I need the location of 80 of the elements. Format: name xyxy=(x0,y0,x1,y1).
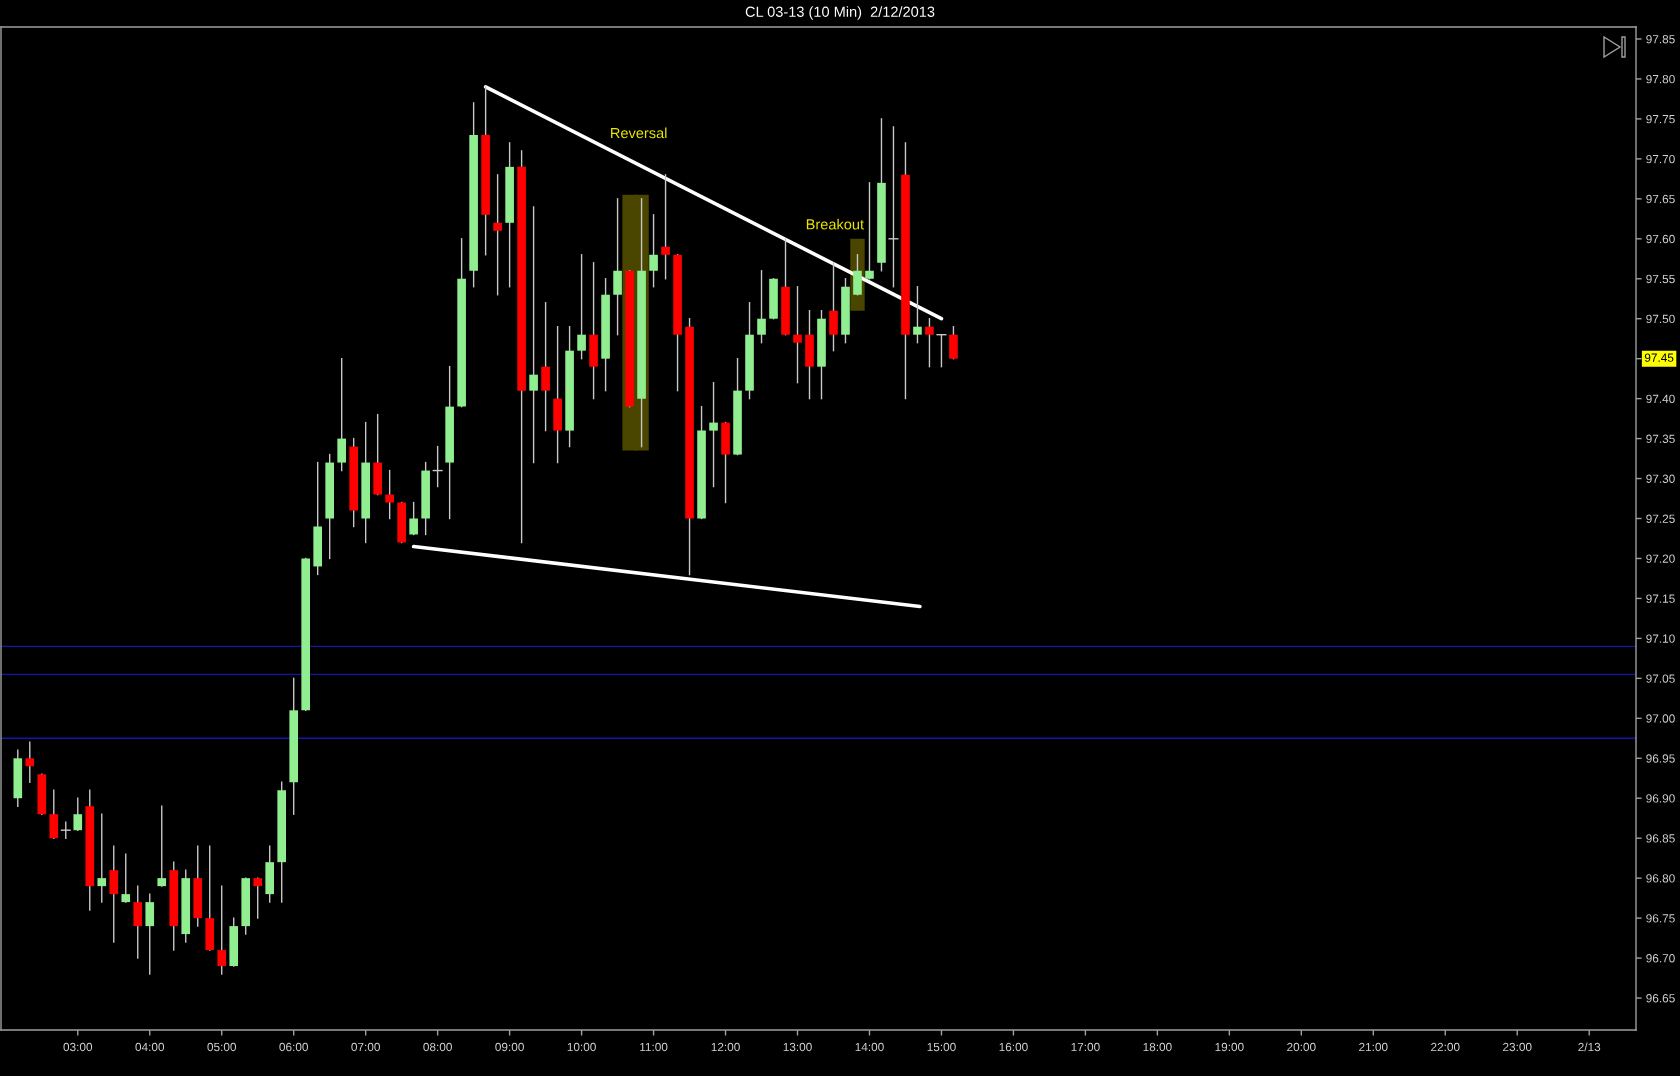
candlestick xyxy=(409,501,418,536)
y-tick-label: 97.60 xyxy=(1646,234,1675,244)
chart-title: CL 03-13 (10 Min) 2/12/2013 xyxy=(745,6,935,20)
candlestick xyxy=(97,813,107,903)
candlestick xyxy=(649,214,658,288)
text: 97.45 xyxy=(1644,353,1674,362)
candlestick xyxy=(25,741,35,783)
candlestick xyxy=(133,885,143,959)
candlestick xyxy=(865,182,874,280)
y-tick-label: 97.40 xyxy=(1646,394,1675,404)
candlestick xyxy=(577,254,586,360)
y-tick-label: 97.00 xyxy=(1646,714,1675,723)
y-tick-label: 97.65 xyxy=(1646,194,1675,204)
candlestick xyxy=(49,789,59,839)
x-tick-label: 22:00 xyxy=(1431,1042,1460,1052)
y-tick-label: 97.85 xyxy=(1646,35,1675,44)
candlestick xyxy=(757,270,766,344)
candlestick xyxy=(541,302,550,432)
x-tick-label: 04:00 xyxy=(135,1042,165,1052)
y-tick-label: 97.80 xyxy=(1646,74,1675,84)
y-tick-label: 97.55 xyxy=(1646,274,1675,284)
candlestick xyxy=(925,318,934,368)
x-tick-label: 10:00 xyxy=(567,1042,596,1052)
y-tick-label: 97.05 xyxy=(1646,674,1675,683)
y-tick-label: 96.80 xyxy=(1646,874,1675,883)
y-tick-label: 97.15 xyxy=(1646,594,1675,603)
y-tick-label: 96.95 xyxy=(1646,754,1675,763)
x-tick-label: 07:00 xyxy=(351,1042,380,1052)
y-tick-label: 97.25 xyxy=(1646,514,1675,523)
x-tick-label: 11:00 xyxy=(640,1042,668,1052)
candlestick xyxy=(109,845,119,943)
x-tick-label: 18:00 xyxy=(1143,1042,1172,1052)
candlestick xyxy=(121,853,131,903)
y-tick-label: 97.20 xyxy=(1646,554,1675,563)
y-tick-label: 97.70 xyxy=(1646,154,1675,164)
x-tick-label: 05:00 xyxy=(207,1042,237,1052)
y-tick-label: 96.75 xyxy=(1646,914,1675,923)
x-tick-label: 19:00 xyxy=(1215,1042,1244,1052)
candlestick xyxy=(157,805,167,887)
y-tick-label: 96.65 xyxy=(1646,994,1675,1003)
candlestick xyxy=(529,206,538,464)
y-tick-label: 97.30 xyxy=(1646,474,1675,483)
x-tick-label: 23:00 xyxy=(1503,1042,1532,1052)
x-tick-label: 15:00 xyxy=(927,1042,956,1052)
y-tick-label: 96.90 xyxy=(1646,794,1675,803)
x-tick-label: 06:00 xyxy=(279,1042,308,1052)
y-tick-label: 97.10 xyxy=(1646,634,1675,643)
candlestick xyxy=(145,893,155,975)
y-tick-label: 96.70 xyxy=(1646,954,1675,963)
candlestick xyxy=(709,381,718,488)
x-tick-label: 08:00 xyxy=(423,1042,452,1052)
x-tick-label: 12:00 xyxy=(711,1042,740,1052)
candlestick xyxy=(493,174,502,296)
candlestick xyxy=(253,877,263,919)
annotation: Reversal xyxy=(611,127,667,139)
x-tick-label: 14:00 xyxy=(855,1042,884,1052)
annotation: Breakout xyxy=(806,218,864,230)
x-tick-label: 21:00 xyxy=(1359,1042,1388,1052)
x-tick-label: 13:00 xyxy=(783,1042,812,1052)
x-tick-label: 17:00 xyxy=(1071,1042,1100,1052)
candlestick xyxy=(853,254,862,296)
y-tick-label: 97.50 xyxy=(1646,314,1675,324)
candlestick xyxy=(337,357,346,472)
x-tick-label: 20:00 xyxy=(1287,1042,1316,1052)
candlestick xyxy=(949,326,958,360)
candlestick xyxy=(829,262,838,352)
x-tick-label: 03:00 xyxy=(63,1042,93,1052)
candlestick xyxy=(73,797,83,831)
x-tick-label: 2/13 xyxy=(1578,1042,1601,1052)
y-tick-label: 96.85 xyxy=(1646,834,1675,843)
y-tick-label: 97.35 xyxy=(1646,434,1675,443)
candlestick xyxy=(385,469,394,520)
candlestick xyxy=(793,286,802,384)
candlestick xyxy=(913,286,922,344)
candlestick xyxy=(217,885,227,975)
x-tick-label: 09:00 xyxy=(495,1042,524,1052)
x-tick-label: 16:00 xyxy=(999,1042,1028,1052)
candlestick xyxy=(661,174,670,280)
y-tick-label: 97.75 xyxy=(1646,114,1675,124)
candlestick xyxy=(613,198,622,336)
